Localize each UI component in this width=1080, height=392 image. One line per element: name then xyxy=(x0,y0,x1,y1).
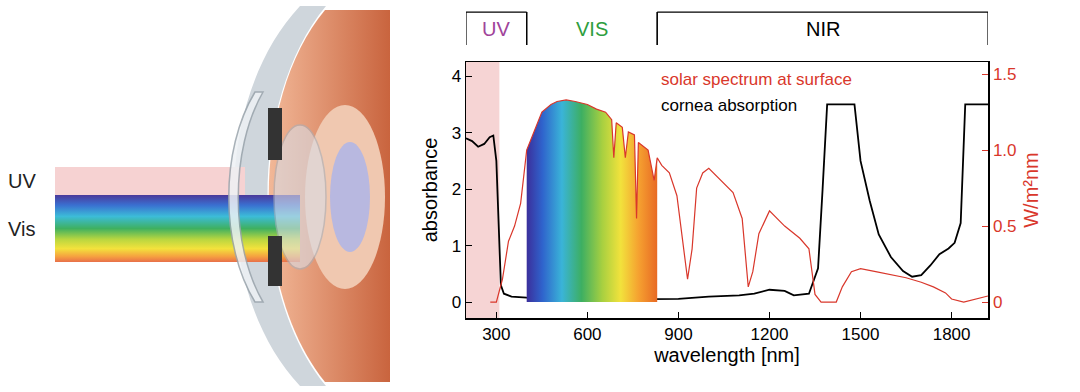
svg-text:Vis: Vis xyxy=(8,218,35,240)
svg-text:2: 2 xyxy=(452,180,461,199)
svg-text:1.0: 1.0 xyxy=(993,141,1017,160)
svg-text:VIS: VIS xyxy=(576,18,608,40)
svg-text:NIR: NIR xyxy=(806,18,840,40)
svg-text:600: 600 xyxy=(573,325,601,344)
svg-text:0.5: 0.5 xyxy=(993,217,1017,236)
svg-text:1: 1 xyxy=(452,237,461,256)
svg-text:1.5: 1.5 xyxy=(993,65,1017,84)
svg-text:UV: UV xyxy=(8,170,36,192)
svg-text:cornea absorption: cornea absorption xyxy=(661,96,797,115)
svg-text:1500: 1500 xyxy=(842,325,880,344)
svg-text:0: 0 xyxy=(452,293,461,312)
svg-text:UV: UV xyxy=(482,18,510,40)
svg-text:wavelength [nm]: wavelength [nm] xyxy=(653,344,800,366)
svg-text:solar spectrum at surface: solar spectrum at surface xyxy=(661,70,852,89)
svg-text:4: 4 xyxy=(452,67,461,86)
svg-text:300: 300 xyxy=(482,325,510,344)
svg-text:3: 3 xyxy=(452,124,461,143)
svg-text:W/m²nm: W/m²nm xyxy=(1020,152,1042,228)
svg-text:0: 0 xyxy=(993,293,1002,312)
svg-text:900: 900 xyxy=(664,325,692,344)
svg-text:1200: 1200 xyxy=(751,325,789,344)
svg-text:1800: 1800 xyxy=(933,325,971,344)
svg-text:absorbance: absorbance xyxy=(419,138,441,243)
